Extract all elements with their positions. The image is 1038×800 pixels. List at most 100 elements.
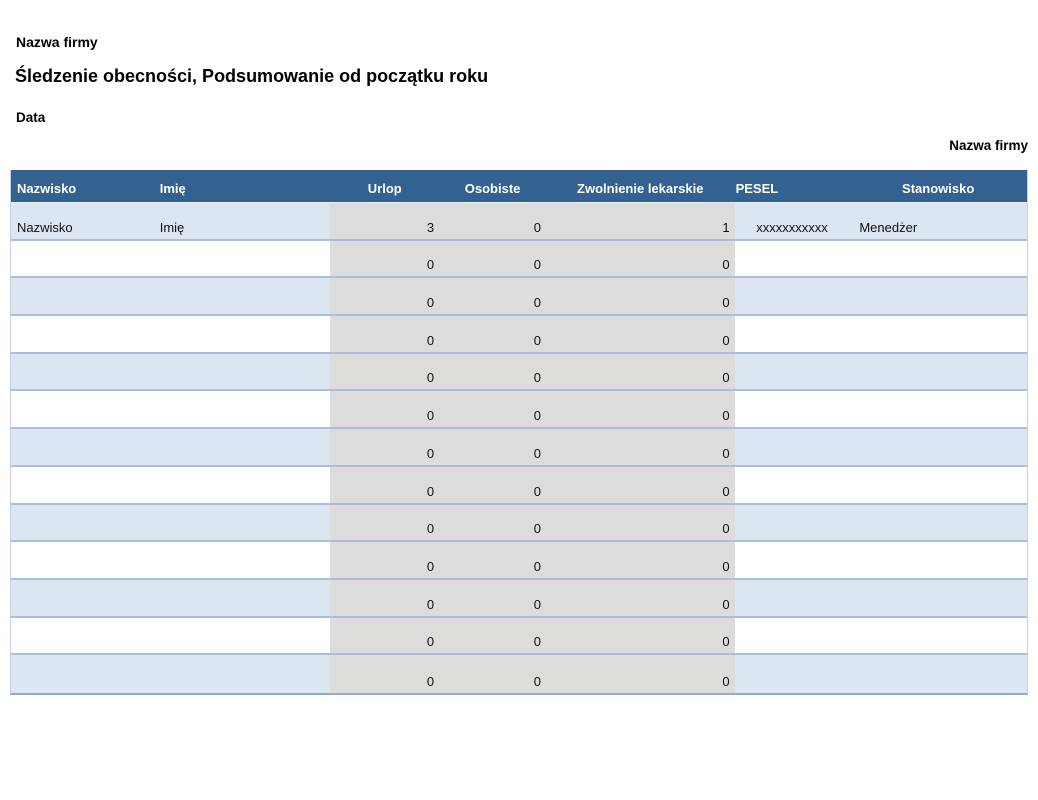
- cell-urlop: 0: [330, 579, 440, 616]
- cell-imie: [153, 542, 331, 578]
- cell-osobiste: 0: [439, 429, 546, 465]
- page-title: Śledzenie obecności, Podsumowanie od poc…: [15, 66, 489, 86]
- cell-zwolnienie-lekarskie: 0: [545, 429, 735, 465]
- cell-urlop: 0: [330, 655, 440, 693]
- column-header-stanowisko: Stanowisko: [902, 181, 975, 196]
- cell-zwolnienie-lekarskie: 0: [545, 278, 735, 315]
- cell-pesel: [735, 278, 850, 314]
- table-row: 0 0 0: [11, 466, 1027, 505]
- cell-pesel: [735, 655, 850, 693]
- cell-stanowisko: [849, 655, 1027, 693]
- cell-urlop: 0: [330, 429, 440, 465]
- cell-nazwisko: [11, 354, 153, 390]
- table-row: 0 0 0: [11, 579, 1027, 618]
- cell-imie: [153, 467, 331, 503]
- cell-osobiste: 0: [439, 203, 546, 239]
- cell-imie: [153, 391, 331, 427]
- cell-urlop: 0: [330, 278, 440, 315]
- cell-imie: Imię: [159, 219, 185, 235]
- cell-imie: [153, 655, 331, 693]
- cell-urlop: 0: [330, 617, 440, 654]
- cell-imie: [153, 316, 331, 352]
- cell-imie: [153, 618, 331, 654]
- cell-nazwisko: [11, 241, 153, 277]
- cell-stanowisko: [849, 241, 1027, 277]
- table-row: Nazwisko Imię 3 0 1 xxxxxxxxxxx Menedżer: [11, 203, 1027, 241]
- cell-stanowisko: [849, 316, 1027, 352]
- cell-zwolnienie-lekarskie: 0: [545, 240, 735, 277]
- table-row: 0 0 0: [11, 353, 1027, 392]
- cell-nazwisko: [11, 278, 153, 314]
- cell-osobiste: 0: [439, 542, 546, 578]
- column-header-imie: Imię: [159, 181, 186, 196]
- table-row: 0 0 0: [11, 240, 1027, 279]
- cell-osobiste: 0: [439, 504, 546, 541]
- cell-stanowisko: [849, 278, 1027, 314]
- cell-pesel: [735, 580, 850, 616]
- cell-urlop: 3: [330, 203, 440, 239]
- cell-urlop: 0: [330, 353, 440, 390]
- cell-pesel: [735, 241, 850, 277]
- table-row: 0 0 0: [11, 278, 1027, 317]
- cell-urlop: 0: [330, 504, 440, 541]
- table-row: 0 0 0: [11, 391, 1027, 430]
- cell-stanowisko: [849, 542, 1027, 578]
- cell-zwolnienie-lekarskie: 0: [545, 617, 735, 654]
- cell-pesel: [735, 316, 850, 352]
- cell-stanowisko: [849, 429, 1027, 465]
- column-header-zwolnienie-lekarskie: Zwolnienie lekarskie: [577, 181, 704, 196]
- cell-zwolnienie-lekarskie: 0: [545, 542, 735, 578]
- table-row: 0 0 0: [11, 542, 1027, 580]
- cell-stanowisko: [849, 467, 1027, 503]
- cell-pesel: [735, 542, 850, 578]
- cell-osobiste: 0: [439, 391, 546, 428]
- cell-zwolnienie-lekarskie: 0: [545, 579, 735, 616]
- cell-pesel: [735, 429, 850, 465]
- cell-imie: [153, 354, 331, 390]
- cell-pesel: [735, 505, 850, 541]
- cell-osobiste: 0: [439, 579, 546, 616]
- cell-nazwisko: [11, 618, 153, 654]
- table-row: 0 0 0: [11, 316, 1027, 354]
- table-row: 0 0 0: [11, 617, 1027, 656]
- cell-zwolnienie-lekarskie: 0: [545, 504, 735, 541]
- cell-osobiste: 0: [439, 240, 546, 277]
- column-header-nazwisko: Nazwisko: [17, 181, 77, 196]
- column-header-pesel: PESEL: [735, 181, 779, 196]
- cell-imie: [153, 278, 331, 314]
- table-header-row: Nazwisko Imię Urlop Osobiste Zwolnienie …: [11, 170, 1027, 203]
- cell-osobiste: 0: [439, 655, 546, 693]
- cell-pesel: [735, 391, 850, 427]
- attendance-table: Nazwisko Imię Urlop Osobiste Zwolnienie …: [10, 170, 1028, 695]
- cell-zwolnienie-lekarskie: 0: [545, 391, 735, 428]
- cell-imie: [153, 580, 331, 616]
- column-header-osobiste: Osobiste: [464, 181, 521, 196]
- cell-nazwisko: [11, 467, 153, 503]
- cell-urlop: 0: [330, 316, 440, 352]
- cell-imie: [153, 505, 331, 541]
- cell-nazwisko: [11, 542, 153, 578]
- cell-nazwisko: [11, 505, 153, 541]
- company-name-right-label: Nazwa firmy: [949, 138, 1028, 153]
- cell-urlop: 0: [330, 542, 440, 578]
- cell-stanowisko: [849, 391, 1027, 427]
- cell-stanowisko: [849, 354, 1027, 390]
- cell-stanowisko: Menedżer: [859, 219, 918, 235]
- cell-pesel: [735, 354, 850, 390]
- cell-urlop: 0: [330, 466, 440, 503]
- cell-nazwisko: Nazwisko: [17, 219, 73, 235]
- cell-nazwisko: [11, 391, 153, 427]
- column-header-urlop: Urlop: [367, 181, 402, 196]
- cell-urlop: 0: [330, 391, 440, 428]
- cell-nazwisko: [11, 580, 153, 616]
- cell-osobiste: 0: [439, 353, 546, 390]
- cell-zwolnienie-lekarskie: 0: [545, 316, 735, 352]
- cell-stanowisko: [849, 505, 1027, 541]
- cell-zwolnienie-lekarskie: 0: [545, 353, 735, 390]
- cell-osobiste: 0: [439, 316, 546, 352]
- cell-pesel: xxxxxxxxxxx: [756, 219, 828, 235]
- cell-urlop: 0: [330, 240, 440, 277]
- cell-osobiste: 0: [439, 278, 546, 315]
- cell-zwolnienie-lekarskie: 0: [545, 655, 735, 693]
